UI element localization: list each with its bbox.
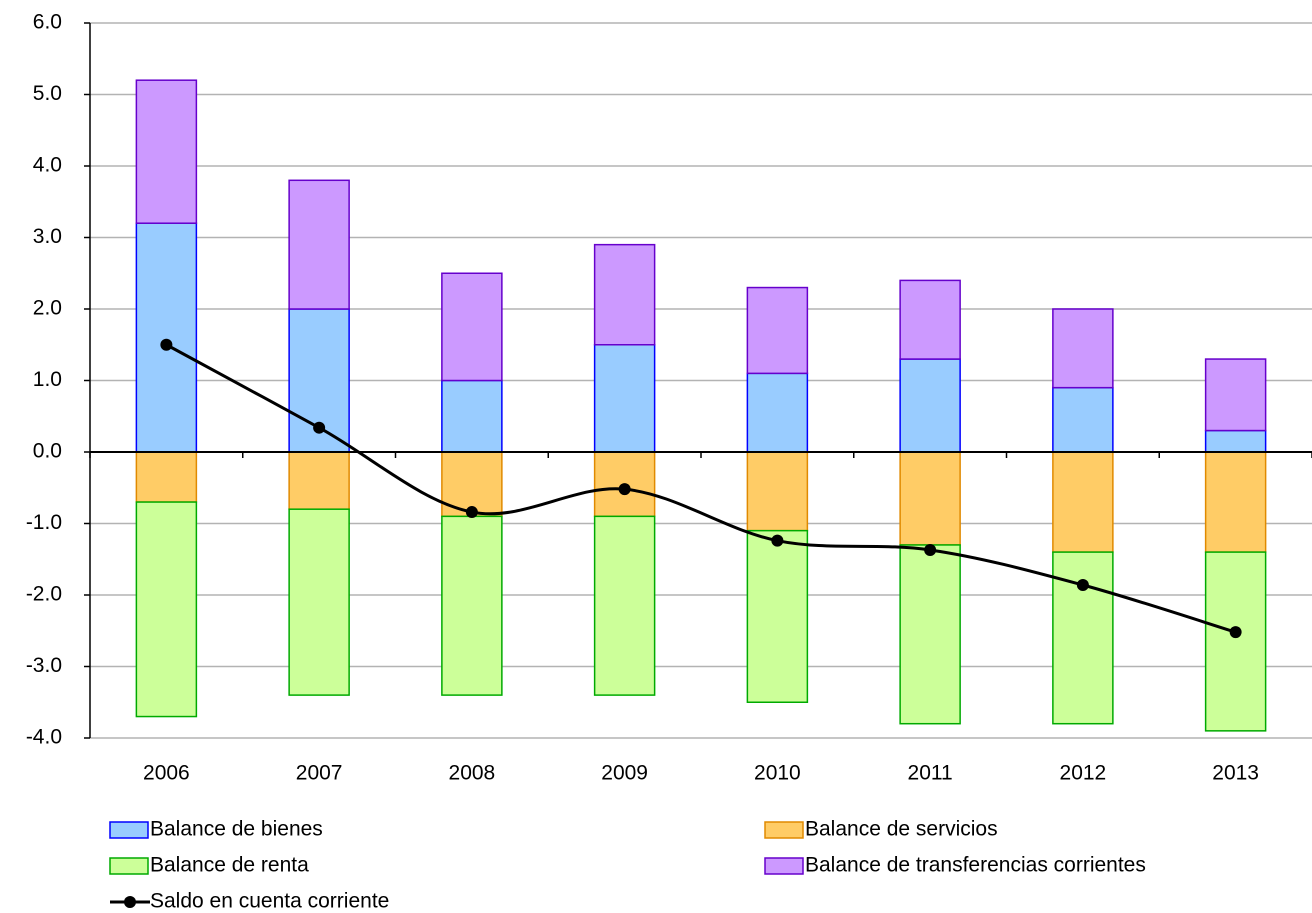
line xyxy=(165,343,1237,634)
bar xyxy=(746,286,809,375)
line-marker xyxy=(1229,626,1242,639)
bar xyxy=(135,79,198,224)
bar xyxy=(899,279,961,360)
x-tick-label: 2006 xyxy=(143,762,190,785)
line-marker xyxy=(771,534,784,547)
x-tick-label: 2007 xyxy=(296,762,343,785)
legend-swatch xyxy=(764,821,804,839)
bar xyxy=(288,508,350,696)
y-tick-label: 1.0 xyxy=(33,368,62,391)
y-tick-label: 6.0 xyxy=(33,11,62,34)
bar xyxy=(1052,451,1114,553)
line-marker xyxy=(465,506,478,519)
legend-swatch xyxy=(764,857,804,875)
legend-swatch xyxy=(109,857,149,875)
bar xyxy=(441,272,503,382)
bar xyxy=(1052,386,1114,453)
bar xyxy=(593,243,656,346)
x-tick-label: 2008 xyxy=(449,762,496,785)
line-marker xyxy=(924,543,937,556)
x-tick-label: 2010 xyxy=(754,762,801,785)
bar xyxy=(441,379,503,453)
y-tick-label: -2.0 xyxy=(26,583,62,606)
y-tick-label: 0.0 xyxy=(33,440,62,463)
legend-marker xyxy=(124,896,136,908)
bar xyxy=(441,515,503,696)
bar xyxy=(746,451,809,532)
legend-label: Saldo en cuenta corriente xyxy=(150,890,389,913)
bar xyxy=(135,451,198,503)
x-tick-label: 2013 xyxy=(1212,762,1259,785)
y-tick-label: -3.0 xyxy=(26,654,62,677)
x-tick-label: 2012 xyxy=(1060,762,1107,785)
bar xyxy=(1204,429,1267,453)
x-tick-label: 2009 xyxy=(601,762,648,785)
bar xyxy=(746,372,809,453)
line-marker xyxy=(1076,578,1089,591)
bar xyxy=(288,451,350,510)
bar xyxy=(135,222,198,453)
line-marker xyxy=(618,483,631,496)
y-tick-label: 3.0 xyxy=(33,225,62,248)
y-tick-label: 4.0 xyxy=(33,154,62,177)
bar xyxy=(899,358,961,453)
bar xyxy=(1204,551,1267,732)
y-tick-label: 2.0 xyxy=(33,297,62,320)
legend-label: Balance de servicios xyxy=(805,818,998,841)
x-tick-label: 2011 xyxy=(908,762,953,785)
bar xyxy=(593,515,656,696)
y-tick-label: 5.0 xyxy=(33,82,62,105)
legend-swatch xyxy=(109,821,149,839)
bar xyxy=(288,179,350,310)
bar xyxy=(746,529,809,704)
y-tick-label: -1.0 xyxy=(26,511,62,534)
line-marker xyxy=(313,421,326,434)
legend-label: Balance de transferencias corrientes xyxy=(805,854,1146,877)
bar xyxy=(899,544,961,725)
legend-label: Balance de renta xyxy=(150,854,309,877)
bar xyxy=(593,344,656,453)
legend-label: Balance de bienes xyxy=(150,818,323,841)
bar xyxy=(135,501,198,718)
bar xyxy=(1204,358,1267,432)
line-marker xyxy=(160,338,173,351)
bar xyxy=(1052,308,1114,389)
y-tick-label: -4.0 xyxy=(26,726,62,749)
bar xyxy=(899,451,961,546)
bar xyxy=(1204,451,1267,553)
